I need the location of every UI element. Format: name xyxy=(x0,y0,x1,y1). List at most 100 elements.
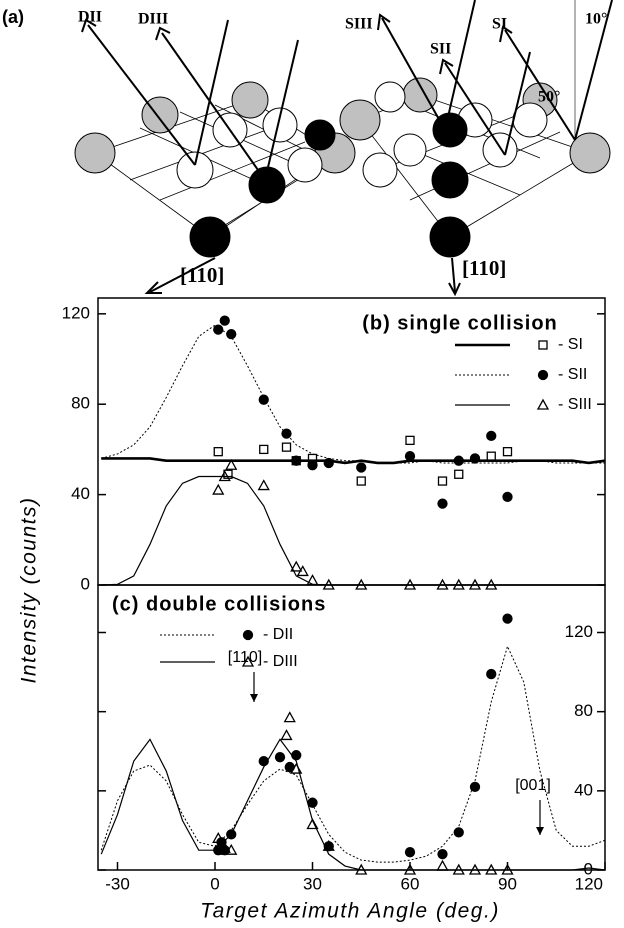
point xyxy=(355,863,368,875)
point xyxy=(225,843,238,855)
point xyxy=(403,863,417,875)
legend-marker xyxy=(242,629,254,641)
point xyxy=(306,818,319,830)
point xyxy=(259,444,269,455)
legend-label: - SII xyxy=(558,366,587,383)
point xyxy=(405,435,415,446)
point xyxy=(322,839,335,851)
point xyxy=(452,863,465,875)
point xyxy=(469,453,481,464)
point xyxy=(454,469,464,479)
plot-frame xyxy=(97,297,606,586)
point xyxy=(296,565,309,577)
point xyxy=(486,451,496,461)
x-tick-label: 120 xyxy=(575,874,603,893)
x-tick-label: 30 xyxy=(303,874,322,893)
y-tick-label: 120 xyxy=(62,303,90,322)
beam-label: SII xyxy=(430,41,451,58)
point xyxy=(218,841,231,853)
y-tick-label: 120 xyxy=(62,622,90,641)
annotation-arrowhead xyxy=(250,694,258,702)
annotation: [001] xyxy=(515,777,551,794)
y-tick-label: 80 xyxy=(574,701,593,720)
y-tick-label: 0 xyxy=(81,574,90,593)
point xyxy=(404,451,416,462)
legend-marker xyxy=(537,369,549,381)
point xyxy=(258,394,269,405)
point xyxy=(283,711,296,723)
fit-curve xyxy=(101,475,605,586)
y-tick-label: 80 xyxy=(71,701,90,720)
point xyxy=(281,442,292,452)
x-tick-label: -30 xyxy=(105,874,130,893)
plot-frame xyxy=(97,584,606,871)
fit-curve xyxy=(100,738,606,871)
point xyxy=(485,863,498,875)
point xyxy=(274,752,286,763)
y-tick-label: 120 xyxy=(565,622,593,641)
diagram: (a) DII DIII SIII SII SI 10° 5 xyxy=(2,0,613,297)
angle-label: 50° xyxy=(538,89,560,106)
fit-curve xyxy=(101,324,605,464)
legend-marker xyxy=(241,655,255,667)
point xyxy=(307,460,318,471)
direction-label: [110] xyxy=(180,263,224,287)
point xyxy=(437,476,448,486)
beam-label: SIII xyxy=(345,16,373,33)
y-tick-label: 80 xyxy=(71,394,90,413)
x-tick-label: 90 xyxy=(498,874,517,893)
point xyxy=(323,457,334,469)
point xyxy=(468,863,482,875)
point xyxy=(356,462,367,473)
y-tick-label: 0 xyxy=(81,859,90,878)
lattice xyxy=(74,77,611,258)
point xyxy=(453,827,464,838)
beam-label: DII xyxy=(78,9,102,26)
legend-marker xyxy=(538,340,548,350)
annotation-arrowhead xyxy=(536,827,544,835)
legend-label: - SIII xyxy=(558,396,592,413)
point xyxy=(453,455,464,466)
point xyxy=(212,831,225,843)
point xyxy=(257,479,270,491)
x-tick-label: 60 xyxy=(401,874,420,893)
point xyxy=(290,762,303,774)
legend-label: - DII xyxy=(263,626,293,643)
point xyxy=(218,470,231,482)
point xyxy=(437,498,448,509)
point xyxy=(486,668,497,680)
point xyxy=(280,729,293,741)
angle-label: 10° xyxy=(585,11,607,28)
point xyxy=(469,781,481,793)
y-axis-label: Intensity (counts) xyxy=(18,497,41,684)
point xyxy=(213,324,224,335)
annotation: [110] xyxy=(228,649,262,666)
direction-label: [110] xyxy=(462,256,506,280)
beam-label: DIII xyxy=(138,11,168,28)
point xyxy=(436,859,449,871)
point xyxy=(404,847,416,858)
point xyxy=(307,797,318,808)
panel-label: (a) xyxy=(2,7,24,27)
point xyxy=(219,315,230,326)
point xyxy=(437,849,448,860)
point xyxy=(291,455,302,466)
beams xyxy=(81,0,613,297)
point xyxy=(281,428,292,439)
x-axis-label: Target Azimuth Angle (deg.) xyxy=(200,900,500,923)
point xyxy=(225,458,238,470)
point xyxy=(356,476,366,486)
x-tick-label: 0 xyxy=(210,874,219,893)
point xyxy=(290,560,303,572)
point xyxy=(213,447,223,457)
point xyxy=(501,863,514,875)
point xyxy=(212,483,225,495)
point xyxy=(502,447,513,457)
point xyxy=(502,613,513,624)
chart-title: (c) double collisions xyxy=(112,593,326,615)
point xyxy=(291,750,302,761)
legend-label: - SI xyxy=(558,336,583,353)
chart-title: (b) single collision xyxy=(362,312,558,334)
point xyxy=(502,491,513,503)
